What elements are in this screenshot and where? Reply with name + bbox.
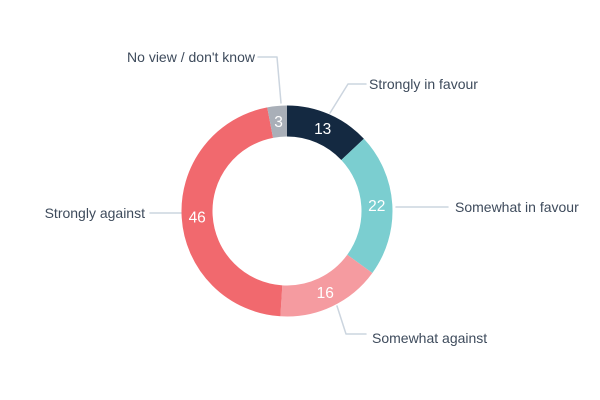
- segment-value-strongly-against: 46: [189, 209, 206, 226]
- leader-line-no-view-don-t-know: [257, 56, 282, 104]
- leader-line-strongly-in-favour: [329, 83, 367, 114]
- segment-somewhat-against: [280, 254, 373, 317]
- segment-value-strongly-in-favour: 13: [314, 121, 331, 138]
- segment-strongly-in-favour: [286, 105, 364, 161]
- segment-label-somewhat-against: Somewhat against: [372, 330, 488, 346]
- segment-strongly-against: [181, 107, 283, 317]
- segment-label-strongly-against: Strongly against: [44, 205, 145, 221]
- segment-value-somewhat-against: 16: [317, 285, 334, 302]
- segment-label-no-view-dont-know: No view / don't know: [127, 49, 255, 65]
- leader-line-somewhat-against: [336, 305, 367, 335]
- segment-somewhat-in-favour: [340, 138, 393, 274]
- segment-label-strongly-in-favour: Strongly in favour: [369, 76, 478, 92]
- segment-value-somewhat-in-favour: 22: [368, 198, 385, 215]
- segment-label-somewhat-in-favour: Somewhat in favour: [455, 199, 579, 215]
- segment-value-no-view-don-t-know: 3: [274, 114, 283, 131]
- segment-no-view-don-t-know: [267, 105, 288, 138]
